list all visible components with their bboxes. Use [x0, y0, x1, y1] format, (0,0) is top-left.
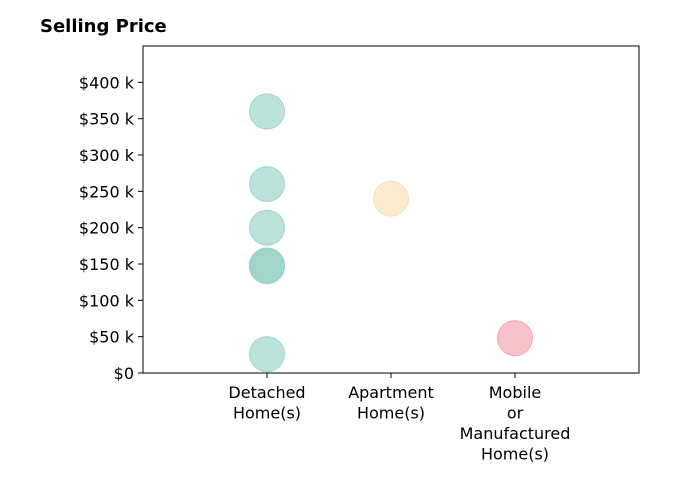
- x-tick-label: Home(s): [481, 445, 549, 464]
- data-point: [497, 320, 533, 357]
- y-tick-label: $350 k: [79, 110, 135, 129]
- y-tick-label: $200 k: [79, 219, 135, 238]
- data-point: [249, 93, 285, 130]
- data-point: [249, 209, 285, 246]
- x-tick-label: Apartment: [348, 383, 434, 402]
- y-tick-label: $0: [114, 364, 134, 383]
- y-tick-label: $300 k: [79, 146, 135, 165]
- data-point: [249, 166, 285, 203]
- y-axis: $0 $50 k $100 k $150 k $200 k $250 k $300 k $35…: [79, 73, 143, 383]
- x-tick-label: Mobile: [489, 383, 541, 402]
- y-tick-label: $100 k: [79, 291, 135, 310]
- data-points: [249, 93, 533, 373]
- x-tick-label: Detached: [228, 383, 305, 402]
- data-point: [373, 180, 409, 217]
- y-tick-label: $250 k: [79, 182, 135, 201]
- y-tick-label: $150 k: [79, 255, 135, 274]
- x-axis: Detached Home(s) Apartment Home(s) Mobile orM…: [228, 373, 570, 464]
- data-point: [249, 336, 285, 373]
- x-tick-label: Manufactured: [460, 424, 571, 443]
- data-point: [249, 248, 285, 285]
- chart-title: Selling Price: [40, 16, 167, 37]
- x-tick-label: Home(s): [233, 404, 301, 423]
- x-tick-label: or: [507, 404, 524, 423]
- x-tick-label: Home(s): [357, 404, 425, 423]
- y-tick-label: $400 k: [79, 73, 135, 92]
- y-tick-label: $50 k: [89, 328, 135, 347]
